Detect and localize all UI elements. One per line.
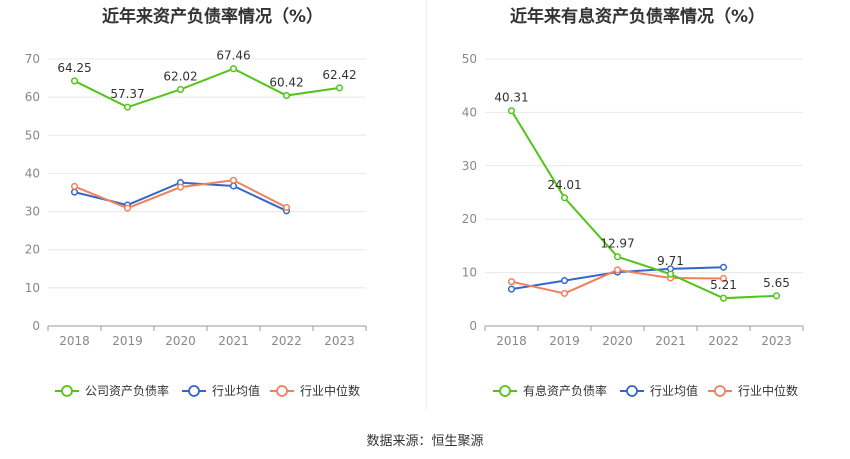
y-tick-label: 60 [25,90,40,104]
legend-label: 行业中位数 [738,383,798,398]
data-label: 57.37 [110,87,144,101]
y-tick-label: 0 [32,319,40,333]
data-point [176,85,185,93]
legend-marker [714,385,726,397]
data-point [507,278,516,286]
data-point [507,107,516,115]
x-tick-label: 2022 [708,334,739,348]
y-tick-label: 50 [462,52,477,66]
legend-marker [626,385,638,397]
data-point [560,194,569,202]
data-point [229,65,238,73]
x-tick-label: 2023 [761,334,792,348]
right-chart-title: 近年来有息资产负债率情况（%） [509,7,766,27]
data-point [70,188,79,196]
x-tick-label: 2020 [602,334,633,348]
data-label: 5.65 [763,276,790,290]
y-tick-label: 40 [462,105,477,119]
x-tick-label: 2019 [549,334,580,348]
x-tick-label: 2022 [271,334,302,348]
x-tick-label: 2018 [59,334,90,348]
x-tick-label: 2023 [324,334,355,348]
y-tick-label: 40 [25,166,40,180]
legend-label: 行业均值 [650,383,698,398]
x-tick-label: 2020 [165,334,196,348]
data-point [507,285,516,293]
data-label: 62.42 [322,68,356,82]
legend-label: 公司资产负债率 [85,383,169,398]
x-tick-label: 2019 [112,334,143,348]
chart-1: 0 10 20 30 40 50 60 70 2018 2019 2020 2021 2022 2023 6… [25,49,367,398]
x-tick-label: 2021 [655,334,686,348]
legend-marker [276,385,288,397]
legend-label: 有息资产负债率 [523,383,607,398]
data-point [229,176,238,184]
data-point [335,84,344,92]
legend-marker [499,385,511,397]
data-label: 24.01 [547,178,581,192]
data-point [772,292,781,300]
y-tick-label: 0 [469,319,477,333]
data-label: 12.97 [600,237,634,251]
data-point [70,77,79,85]
data-point [123,204,132,212]
y-tick-label: 10 [25,281,40,295]
data-point [613,266,622,274]
data-point [666,270,675,278]
charts-canvas: 0 10 20 30 40 50 60 70 2018 2019 2020 2021 2022 2023 6… [25,49,804,398]
data-label: 40.31 [494,91,528,105]
data-point [560,289,569,297]
data-point [282,203,291,211]
data-label: 60.42 [269,76,303,90]
y-tick-label: 30 [25,205,40,219]
data-source-note: 数据来源：恒生聚源 [366,434,484,449]
y-tick-label: 20 [462,212,477,226]
legend-marker [188,385,200,397]
data-point [176,183,185,191]
y-tick-label: 30 [462,159,477,173]
series-line-1 [74,67,340,109]
chart-2: 0 10 20 30 40 50 2018 2019 2020 2021 2022 2023 40.31… [462,52,804,398]
legend-marker [61,385,73,397]
chart-divider [426,0,427,410]
y-tick-label: 70 [25,52,40,66]
y-tick-label: 50 [25,128,40,142]
legend-label: 行业中位数 [300,383,360,398]
data-point [282,91,291,100]
data-label: 67.46 [216,49,250,63]
series-line-1 [510,110,777,300]
x-tick-label: 2021 [218,334,249,348]
data-label: 64.25 [57,61,91,75]
data-point [123,103,132,111]
data-point [229,182,238,190]
x-tick-label: 2018 [496,334,527,348]
left-chart-title: 近年来资产负债率情况（%） [101,7,324,27]
y-tick-label: 20 [25,243,40,257]
data-label: 5.21 [710,278,737,292]
data-point [719,263,728,271]
data-point [719,274,728,283]
data-point [70,182,79,190]
data-point [719,294,728,302]
data-point [613,253,622,261]
data-label: 62.02 [163,69,197,83]
y-tick-label: 10 [462,266,477,280]
data-label: 9.71 [657,254,684,268]
data-point [560,277,569,285]
legend-label: 行业均值 [212,383,260,398]
